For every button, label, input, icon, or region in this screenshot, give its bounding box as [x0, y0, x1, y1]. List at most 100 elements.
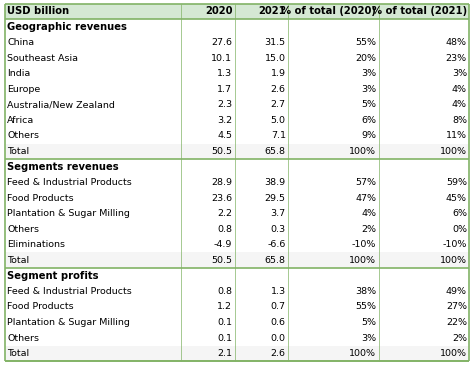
Bar — [5, 253, 469, 268]
Text: India: India — [7, 69, 30, 78]
Text: 0.1: 0.1 — [217, 318, 232, 327]
Text: 0%: 0% — [452, 224, 467, 234]
Text: Feed & Industrial Products: Feed & Industrial Products — [7, 287, 132, 296]
Text: 45%: 45% — [446, 193, 467, 203]
Text: 2%: 2% — [452, 334, 467, 342]
Text: 65.8: 65.8 — [264, 256, 286, 265]
Text: 15.0: 15.0 — [264, 54, 286, 62]
Text: 2.1: 2.1 — [217, 349, 232, 358]
Text: Feed & Industrial Products: Feed & Industrial Products — [7, 178, 132, 187]
Text: 6%: 6% — [452, 209, 467, 218]
Text: 0.7: 0.7 — [271, 303, 286, 311]
Text: 1.7: 1.7 — [217, 85, 232, 94]
Bar — [5, 346, 469, 361]
Bar — [5, 330, 469, 346]
Text: 0.8: 0.8 — [217, 287, 232, 296]
Text: 23.6: 23.6 — [211, 193, 232, 203]
Text: 100%: 100% — [440, 147, 467, 156]
Text: 4.5: 4.5 — [217, 131, 232, 141]
Text: 0.3: 0.3 — [271, 224, 286, 234]
Text: 57%: 57% — [356, 178, 376, 187]
Text: 10.1: 10.1 — [211, 54, 232, 62]
Text: 100%: 100% — [349, 147, 376, 156]
Bar — [5, 50, 469, 66]
Bar — [5, 4, 469, 19]
Bar — [5, 299, 469, 315]
Text: 2.3: 2.3 — [217, 100, 232, 109]
Text: 47%: 47% — [356, 193, 376, 203]
Text: 29.5: 29.5 — [264, 193, 286, 203]
Text: 2.6: 2.6 — [271, 349, 286, 358]
Text: 27.6: 27.6 — [211, 38, 232, 47]
Text: 50.5: 50.5 — [211, 256, 232, 265]
Text: 5%: 5% — [361, 318, 376, 327]
Bar — [5, 97, 469, 112]
Text: 4%: 4% — [452, 85, 467, 94]
Text: Total: Total — [7, 147, 29, 156]
Text: -10%: -10% — [352, 240, 376, 249]
Text: 4%: 4% — [452, 100, 467, 109]
Text: 4%: 4% — [361, 209, 376, 218]
Bar — [5, 112, 469, 128]
Text: 11%: 11% — [446, 131, 467, 141]
Text: -6.6: -6.6 — [267, 240, 286, 249]
Text: 2021: 2021 — [258, 7, 286, 16]
Text: Others: Others — [7, 334, 39, 342]
Text: 9%: 9% — [361, 131, 376, 141]
Text: 28.9: 28.9 — [211, 178, 232, 187]
Text: 22%: 22% — [446, 318, 467, 327]
Text: 100%: 100% — [349, 256, 376, 265]
Text: 55%: 55% — [356, 38, 376, 47]
Text: 2%: 2% — [361, 224, 376, 234]
Bar — [5, 190, 469, 206]
Text: 1.3: 1.3 — [271, 287, 286, 296]
Text: 3%: 3% — [361, 85, 376, 94]
Text: 2020: 2020 — [205, 7, 232, 16]
Bar — [5, 19, 469, 35]
Text: -4.9: -4.9 — [214, 240, 232, 249]
Bar — [5, 81, 469, 97]
Bar — [5, 159, 469, 175]
Text: 6%: 6% — [361, 116, 376, 125]
Text: 1.2: 1.2 — [217, 303, 232, 311]
Text: 3%: 3% — [361, 69, 376, 78]
Text: 0.1: 0.1 — [217, 334, 232, 342]
Bar — [5, 143, 469, 159]
Text: 27%: 27% — [446, 303, 467, 311]
Bar — [5, 284, 469, 299]
Text: 2.6: 2.6 — [271, 85, 286, 94]
Text: 20%: 20% — [356, 54, 376, 62]
Text: 38%: 38% — [355, 287, 376, 296]
Text: 49%: 49% — [446, 287, 467, 296]
Text: -10%: -10% — [443, 240, 467, 249]
Text: 3.2: 3.2 — [217, 116, 232, 125]
Text: Segment profits: Segment profits — [7, 271, 99, 281]
Text: 23%: 23% — [446, 54, 467, 62]
Text: Total: Total — [7, 349, 29, 358]
Text: Plantation & Sugar Milling: Plantation & Sugar Milling — [7, 209, 130, 218]
Text: 3.7: 3.7 — [271, 209, 286, 218]
Bar — [5, 237, 469, 253]
Text: Geographic revenues: Geographic revenues — [7, 22, 127, 32]
Text: 8%: 8% — [452, 116, 467, 125]
Text: Africa: Africa — [7, 116, 34, 125]
Bar — [5, 128, 469, 143]
Bar — [5, 66, 469, 81]
Text: Food Products: Food Products — [7, 303, 74, 311]
Text: 2.2: 2.2 — [217, 209, 232, 218]
Bar — [5, 222, 469, 237]
Text: 7.1: 7.1 — [271, 131, 286, 141]
Bar — [5, 175, 469, 190]
Text: 100%: 100% — [440, 349, 467, 358]
Text: Plantation & Sugar Milling: Plantation & Sugar Milling — [7, 318, 130, 327]
Text: Southeast Asia: Southeast Asia — [7, 54, 78, 62]
Text: 50.5: 50.5 — [211, 147, 232, 156]
Bar — [5, 268, 469, 284]
Bar — [5, 35, 469, 50]
Text: 55%: 55% — [356, 303, 376, 311]
Bar — [5, 315, 469, 330]
Text: Segments revenues: Segments revenues — [7, 162, 118, 172]
Text: 100%: 100% — [440, 256, 467, 265]
Text: Food Products: Food Products — [7, 193, 74, 203]
Text: Others: Others — [7, 131, 39, 141]
